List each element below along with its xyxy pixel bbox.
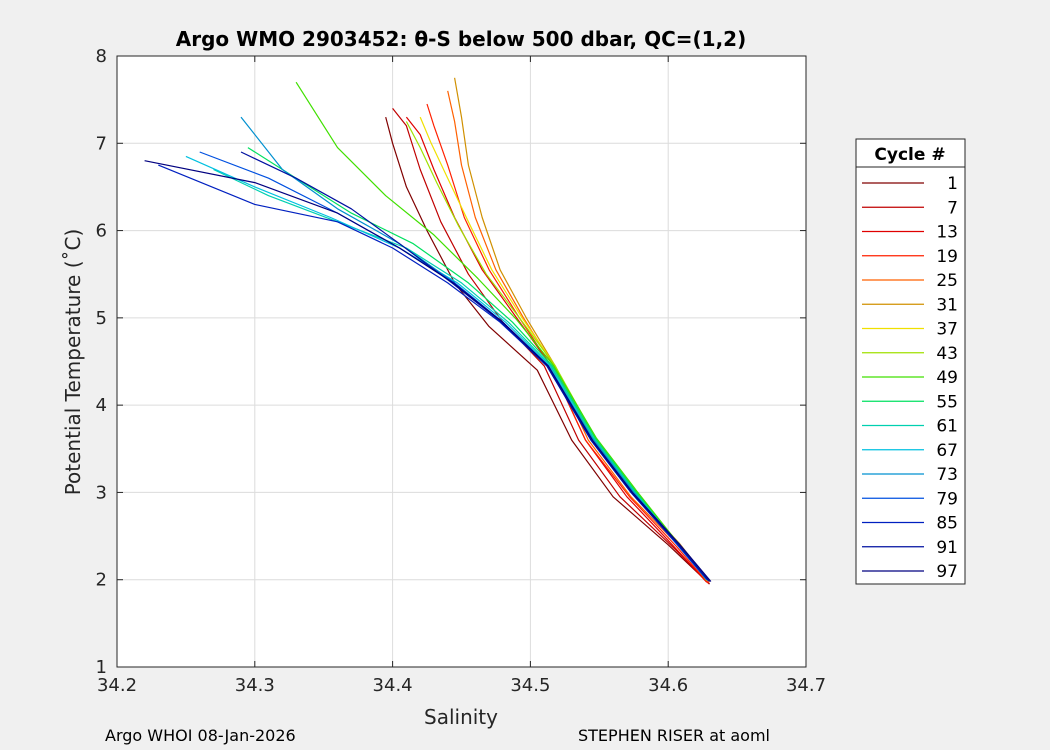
series-line-cycle-55: [247, 147, 708, 581]
y-axis-label: Potential Temperature (˚C): [61, 229, 85, 496]
legend-label: 97: [936, 562, 958, 582]
y-tick-label: 3: [96, 482, 107, 503]
x-tick-label: 34.6: [648, 675, 688, 696]
x-tick-label: 34.7: [786, 675, 826, 696]
legend-label: 61: [936, 417, 958, 437]
legend: Cycle # 1 7 13 19 25 31 37 43 49 55 61 67 73 79 85 91 97: [855, 138, 966, 585]
legend-box: [855, 138, 966, 585]
legend-label: 13: [936, 223, 958, 243]
series-line-cycle-97: [144, 160, 712, 582]
series-line-cycle-25: [447, 90, 710, 583]
series-line-cycle-61: [213, 168, 708, 581]
legend-label: 49: [936, 368, 958, 388]
legend-label: 1: [947, 174, 958, 194]
grid: [117, 56, 806, 667]
footer-right: STEPHEN RISER at aoml: [578, 726, 770, 745]
plot-frame: [116, 55, 807, 668]
y-tick-label: 2: [96, 570, 107, 591]
legend-label: 31: [936, 295, 958, 315]
legend-label: 73: [936, 465, 958, 485]
legend-label: 37: [936, 320, 958, 340]
legend-label: 67: [936, 441, 958, 461]
footer-left: Argo WHOI 08-Jan-2026: [105, 726, 296, 745]
axis-ticks: 34.2 34.3 34.4 34.5 34.6 34.7 1 2 3 4 5 6 7 8: [96, 46, 826, 696]
series-line-cycle-13: [405, 116, 708, 583]
y-tick-label: 6: [96, 221, 107, 242]
y-tick-label: 4: [96, 395, 107, 416]
series-lines: [144, 77, 712, 585]
legend-label: 7: [947, 198, 958, 218]
y-tick-label: 1: [96, 657, 107, 678]
chart-title: Argo WMO 2903452: θ-S below 500 dbar, QC…: [176, 27, 746, 51]
legend-label: 25: [936, 271, 958, 291]
legend-label: 43: [936, 344, 958, 364]
series-line-cycle-1: [385, 116, 710, 585]
legend-title: Cycle #: [874, 145, 945, 165]
series-line-cycle-49: [295, 81, 709, 581]
x-tick-label: 34.3: [235, 675, 275, 696]
legend-label: 91: [936, 538, 958, 558]
legend-label: 85: [936, 514, 958, 534]
y-tick-label: 8: [96, 46, 107, 67]
x-tick-label: 34.4: [373, 675, 413, 696]
legend-items: 1 7 13 19 25 31 37 43 49 55 61 67 73 79 85 91 97: [862, 174, 958, 582]
legend-label: 79: [936, 489, 958, 509]
y-tick-label: 5: [96, 308, 107, 329]
series-line-cycle-91: [240, 151, 710, 582]
x-tick-label: 34.2: [97, 675, 137, 696]
x-axis-label: Salinity: [424, 705, 498, 729]
legend-label: 55: [936, 392, 958, 412]
x-tick-label: 34.5: [510, 675, 550, 696]
y-tick-label: 7: [96, 133, 107, 154]
legend-label: 19: [936, 247, 958, 267]
